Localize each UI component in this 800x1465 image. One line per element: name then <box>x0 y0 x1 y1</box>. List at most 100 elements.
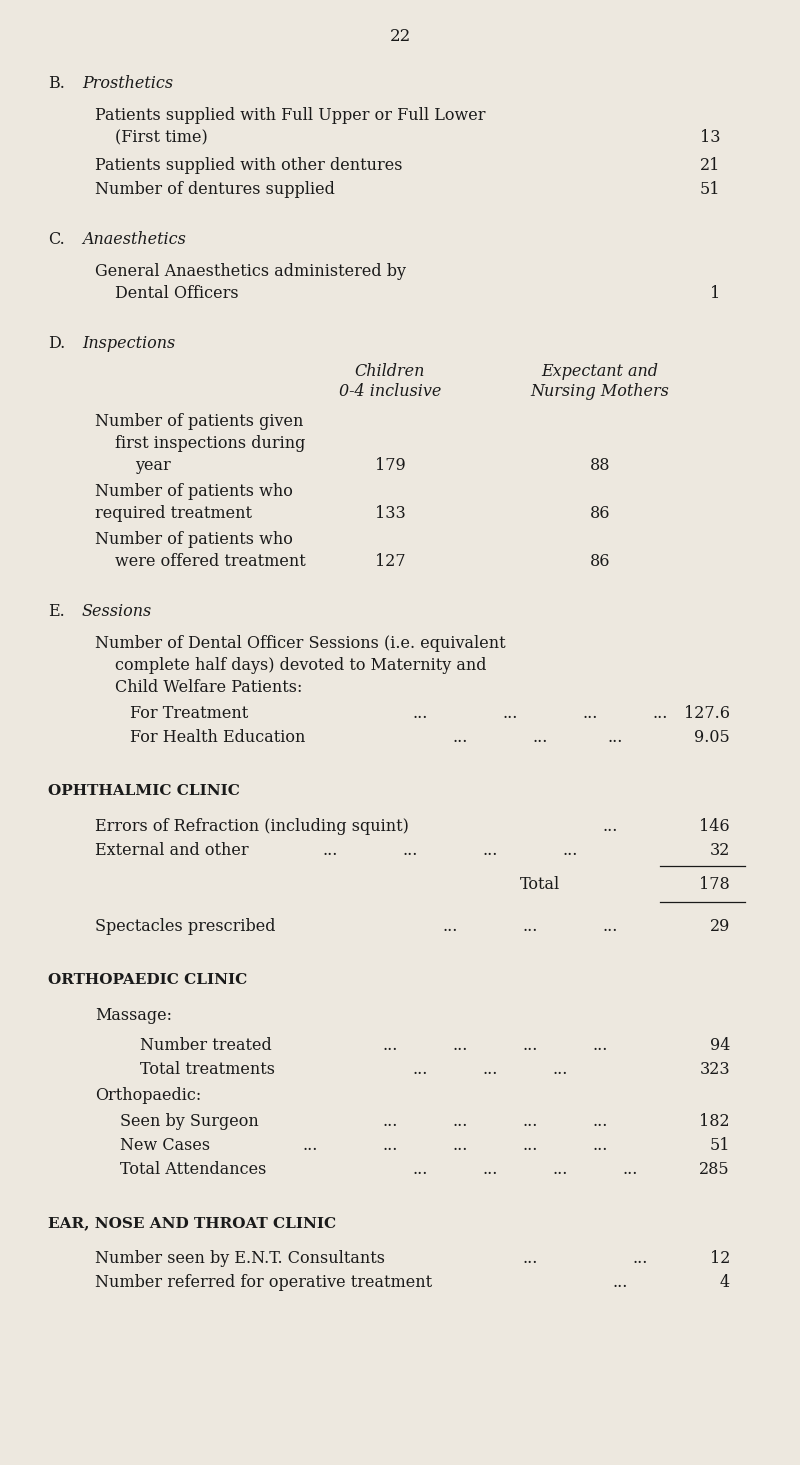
Text: ...: ... <box>302 1137 318 1154</box>
Text: Nursing Mothers: Nursing Mothers <box>530 382 670 400</box>
Text: Total treatments: Total treatments <box>140 1061 275 1078</box>
Text: General Anaesthetics administered by: General Anaesthetics administered by <box>95 264 406 280</box>
Text: ...: ... <box>652 705 668 722</box>
Text: ...: ... <box>602 817 618 835</box>
Text: 51: 51 <box>699 182 720 198</box>
Text: ...: ... <box>442 919 458 935</box>
Text: 22: 22 <box>390 28 410 45</box>
Text: ...: ... <box>452 1113 468 1130</box>
Text: ...: ... <box>412 705 428 722</box>
Text: ...: ... <box>382 1037 398 1053</box>
Text: Total: Total <box>520 876 560 894</box>
Text: 86: 86 <box>590 505 610 522</box>
Text: 51: 51 <box>710 1137 730 1154</box>
Text: ...: ... <box>552 1061 568 1078</box>
Text: ...: ... <box>412 1061 428 1078</box>
Text: 86: 86 <box>590 552 610 570</box>
Text: ...: ... <box>522 1037 538 1053</box>
Text: Number seen by E.N.T. Consultants: Number seen by E.N.T. Consultants <box>95 1250 385 1267</box>
Text: ...: ... <box>412 1160 428 1178</box>
Text: 0-4 inclusive: 0-4 inclusive <box>339 382 441 400</box>
Text: Massage:: Massage: <box>95 1006 172 1024</box>
Text: ...: ... <box>632 1250 648 1267</box>
Text: Number of patients who: Number of patients who <box>95 483 293 500</box>
Text: Children: Children <box>355 363 425 379</box>
Text: ...: ... <box>482 842 498 858</box>
Text: ...: ... <box>452 730 468 746</box>
Text: Number of patients given: Number of patients given <box>95 413 303 431</box>
Text: ...: ... <box>522 919 538 935</box>
Text: 285: 285 <box>699 1160 730 1178</box>
Text: 323: 323 <box>699 1061 730 1078</box>
Text: Errors of Refraction (including squint): Errors of Refraction (including squint) <box>95 817 409 835</box>
Text: ...: ... <box>382 1137 398 1154</box>
Text: 146: 146 <box>699 817 730 835</box>
Text: 127.6: 127.6 <box>684 705 730 722</box>
Text: ...: ... <box>452 1037 468 1053</box>
Text: For Treatment: For Treatment <box>130 705 248 722</box>
Text: ...: ... <box>502 705 518 722</box>
Text: D.: D. <box>48 335 66 352</box>
Text: New Cases: New Cases <box>120 1137 210 1154</box>
Text: first inspections during: first inspections during <box>115 435 306 453</box>
Text: Number of Dental Officer Sessions (i.e. equivalent: Number of Dental Officer Sessions (i.e. … <box>95 634 506 652</box>
Text: required treatment: required treatment <box>95 505 252 522</box>
Text: EAR, NOSE AND THROAT CLINIC: EAR, NOSE AND THROAT CLINIC <box>48 1216 336 1231</box>
Text: Spectacles prescribed: Spectacles prescribed <box>95 919 275 935</box>
Text: Number treated: Number treated <box>140 1037 272 1053</box>
Text: OPHTHALMIC CLINIC: OPHTHALMIC CLINIC <box>48 784 240 798</box>
Text: ...: ... <box>482 1160 498 1178</box>
Text: ...: ... <box>622 1160 638 1178</box>
Text: 182: 182 <box>699 1113 730 1130</box>
Text: 88: 88 <box>590 457 610 475</box>
Text: ...: ... <box>552 1160 568 1178</box>
Text: Inspections: Inspections <box>82 335 175 352</box>
Text: Expectant and: Expectant and <box>542 363 658 379</box>
Text: ...: ... <box>482 1061 498 1078</box>
Text: Patients supplied with other dentures: Patients supplied with other dentures <box>95 157 402 174</box>
Text: 133: 133 <box>374 505 406 522</box>
Text: Number referred for operative treatment: Number referred for operative treatment <box>95 1275 432 1291</box>
Text: ORTHOPAEDIC CLINIC: ORTHOPAEDIC CLINIC <box>48 973 247 987</box>
Text: Child Welfare Patients:: Child Welfare Patients: <box>115 678 302 696</box>
Text: ...: ... <box>562 842 578 858</box>
Text: ...: ... <box>592 1137 608 1154</box>
Text: 9.05: 9.05 <box>694 730 730 746</box>
Text: (First time): (First time) <box>115 129 208 146</box>
Text: Sessions: Sessions <box>82 604 152 620</box>
Text: complete half days) devoted to Maternity and: complete half days) devoted to Maternity… <box>115 656 486 674</box>
Text: Seen by Surgeon: Seen by Surgeon <box>120 1113 258 1130</box>
Text: ...: ... <box>532 730 548 746</box>
Text: ...: ... <box>322 842 338 858</box>
Text: ...: ... <box>592 1037 608 1053</box>
Text: Dental Officers: Dental Officers <box>115 286 238 302</box>
Text: Prosthetics: Prosthetics <box>82 75 173 92</box>
Text: 179: 179 <box>374 457 406 475</box>
Text: 32: 32 <box>710 842 730 858</box>
Text: Number of patients who: Number of patients who <box>95 530 293 548</box>
Text: ...: ... <box>602 919 618 935</box>
Text: ...: ... <box>582 705 598 722</box>
Text: E.: E. <box>48 604 65 620</box>
Text: year: year <box>135 457 170 475</box>
Text: Number of dentures supplied: Number of dentures supplied <box>95 182 335 198</box>
Text: Anaesthetics: Anaesthetics <box>82 231 186 248</box>
Text: ...: ... <box>452 1137 468 1154</box>
Text: ...: ... <box>592 1113 608 1130</box>
Text: 127: 127 <box>374 552 406 570</box>
Text: Patients supplied with Full Upper or Full Lower: Patients supplied with Full Upper or Ful… <box>95 107 486 125</box>
Text: ...: ... <box>607 730 622 746</box>
Text: ...: ... <box>522 1137 538 1154</box>
Text: Total Attendances: Total Attendances <box>120 1160 266 1178</box>
Text: were offered treatment: were offered treatment <box>115 552 306 570</box>
Text: 12: 12 <box>710 1250 730 1267</box>
Text: External and other: External and other <box>95 842 249 858</box>
Text: ...: ... <box>402 842 418 858</box>
Text: Orthopaedic:: Orthopaedic: <box>95 1087 202 1105</box>
Text: 1: 1 <box>710 286 720 302</box>
Text: C.: C. <box>48 231 65 248</box>
Text: 4: 4 <box>720 1275 730 1291</box>
Text: ...: ... <box>522 1113 538 1130</box>
Text: ...: ... <box>382 1113 398 1130</box>
Text: 29: 29 <box>710 919 730 935</box>
